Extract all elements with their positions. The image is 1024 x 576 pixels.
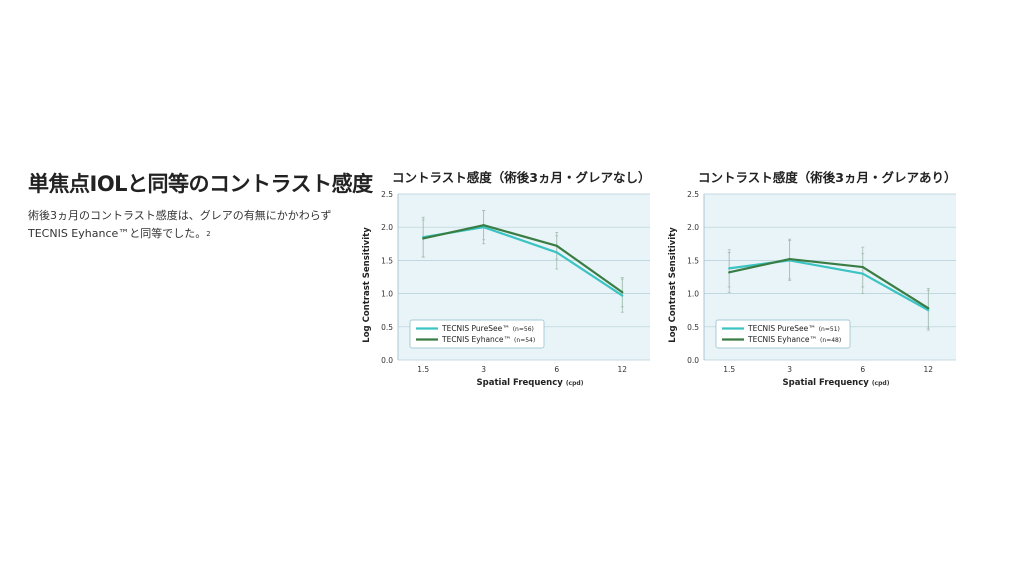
y-tick-label: 1.0 bbox=[381, 290, 393, 299]
y-tick-label: 0.5 bbox=[381, 323, 393, 332]
data-point bbox=[482, 226, 485, 229]
data-point bbox=[621, 291, 624, 294]
data-point bbox=[927, 307, 930, 310]
y-axis-label: Log Contrast Sensitivity bbox=[362, 227, 372, 343]
lede-line-2: TECNIS Eyhance™と同等でした。2 bbox=[28, 225, 332, 243]
series-line-1 bbox=[728, 257, 929, 310]
legend-entry: TECNIS Eyhance™ (n=54) bbox=[441, 335, 535, 344]
legend: TECNIS PureSee™ (n=51)TECNIS Eyhance™ (n=4… bbox=[715, 319, 851, 349]
x-tick-label: 1.5 bbox=[723, 365, 735, 374]
chart-glare-off: コントラスト感度（術後3ヵ月・グレアなし） 0.0 0.5 1.0 1.5 2.0 2.5 1… bbox=[362, 170, 650, 388]
legend-entry: TECNIS Eyhance™ (n=48) bbox=[747, 335, 841, 344]
data-point bbox=[861, 272, 864, 275]
y-tick-label: 2.5 bbox=[381, 190, 393, 199]
legend-box bbox=[409, 319, 545, 349]
headline: 単焦点IOLと同等のコントラスト感度 bbox=[28, 172, 373, 196]
legend-series-name: TECNIS PureSee™ bbox=[441, 324, 510, 333]
y-tick-label: 0.0 bbox=[381, 356, 393, 365]
y-tick-label: 0.5 bbox=[687, 323, 699, 332]
y-tick-label: 0.0 bbox=[687, 356, 699, 365]
data-point bbox=[728, 267, 731, 270]
data-point bbox=[482, 224, 485, 227]
x-tick-label: 12 bbox=[924, 365, 934, 374]
legend-sample-size: (n=56) bbox=[513, 326, 534, 333]
x-axis-unit: (cpd) bbox=[872, 380, 890, 387]
legend-box bbox=[715, 319, 851, 349]
data-point bbox=[861, 265, 864, 269]
y-tick-label: 2.0 bbox=[687, 223, 699, 232]
chart-glare-on: コントラスト感度（術後3ヵ月・グレアあり） 0.0 0.5 1.0 1.5 2.0 2.5 1… bbox=[668, 170, 956, 388]
legend-sample-size: (n=51) bbox=[819, 326, 840, 333]
x-axis-unit: (cpd) bbox=[566, 380, 584, 387]
data-point bbox=[555, 244, 558, 247]
data-point bbox=[927, 309, 930, 312]
legend-series-name: TECNIS Eyhance™ bbox=[747, 335, 817, 344]
chart-title: コントラスト感度（術後3ヵ月・グレアなし） bbox=[392, 170, 650, 185]
data-point bbox=[422, 237, 425, 240]
y-tick-label: 1.0 bbox=[687, 290, 699, 299]
y-tick-label: 2.0 bbox=[381, 223, 393, 232]
lede-line-2-text: TECNIS Eyhance™と同等でした。 bbox=[28, 227, 207, 240]
data-point bbox=[621, 294, 624, 297]
series-line-0 bbox=[729, 259, 929, 312]
y-tick-label: 1.5 bbox=[381, 256, 393, 265]
y-tick-label: 2.5 bbox=[687, 190, 699, 199]
x-axis-label: Spatial Frequency (cpd) bbox=[783, 378, 890, 388]
x-axis-label: Spatial Frequency (cpd) bbox=[477, 378, 584, 388]
legend: TECNIS PureSee™ (n=56)TECNIS Eyhance™ (n=5… bbox=[409, 319, 545, 349]
lede-line-1: 術後3ヵ月のコントラスト感度は、グレアの有無にかかわらず bbox=[28, 209, 332, 222]
legend-entry: TECNIS PureSee™ (n=51) bbox=[747, 324, 840, 333]
chart-title: コントラスト感度（術後3ヵ月・グレアあり） bbox=[698, 170, 956, 185]
x-tick-label: 6 bbox=[860, 365, 865, 374]
lede-text: 術後3ヵ月のコントラスト感度は、グレアの有無にかかわらず TECNIS Eyha… bbox=[28, 207, 332, 243]
legend-sample-size: (n=54) bbox=[514, 337, 535, 344]
legend-entry: TECNIS PureSee™ (n=56) bbox=[441, 324, 534, 333]
data-point bbox=[788, 257, 791, 261]
data-point bbox=[555, 251, 558, 254]
x-tick-label: 12 bbox=[618, 365, 628, 374]
reference-mark: 2 bbox=[206, 230, 211, 238]
x-tick-label: 1.5 bbox=[417, 365, 429, 374]
x-tick-label: 3 bbox=[787, 365, 792, 374]
legend-series-name: TECNIS PureSee™ bbox=[747, 324, 816, 333]
x-tick-label: 3 bbox=[481, 365, 486, 374]
series-line-1 bbox=[422, 224, 623, 294]
x-tick-label: 6 bbox=[554, 365, 559, 374]
data-point bbox=[728, 271, 731, 274]
x-axis-title: Spatial Frequency bbox=[783, 378, 870, 388]
y-tick-label: 1.5 bbox=[687, 256, 699, 265]
legend-sample-size: (n=48) bbox=[820, 337, 841, 344]
y-axis-label: Log Contrast Sensitivity bbox=[668, 227, 678, 343]
x-axis-title: Spatial Frequency bbox=[477, 378, 564, 388]
legend-series-name: TECNIS Eyhance™ bbox=[441, 335, 511, 344]
